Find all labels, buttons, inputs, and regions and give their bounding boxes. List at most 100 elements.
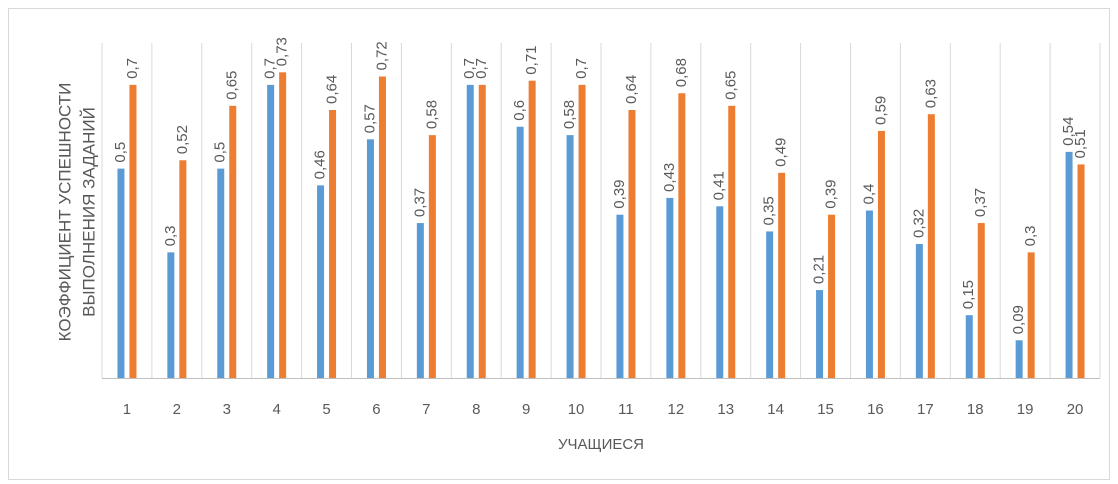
data-label: 0,72 — [373, 41, 390, 70]
bar — [466, 84, 474, 378]
bar — [778, 172, 786, 378]
bar — [428, 135, 436, 378]
bar — [279, 72, 287, 378]
data-label: 0,46 — [312, 150, 329, 179]
data-label: 0,73 — [274, 37, 291, 66]
x-tick-label: 11 — [618, 401, 634, 418]
bar — [877, 130, 885, 378]
bar — [628, 110, 636, 378]
x-tick-label: 6 — [372, 401, 380, 418]
data-label: 0,51 — [1072, 129, 1089, 158]
x-axis-label: УЧАЩИЕСЯ — [558, 436, 644, 453]
data-label: 0,64 — [623, 75, 640, 104]
data-label: 0,3 — [162, 226, 179, 247]
x-tick-label: 17 — [917, 401, 934, 418]
bar — [329, 110, 337, 378]
x-tick-label: 14 — [767, 401, 784, 418]
data-label: 0,59 — [872, 96, 889, 125]
data-label: 0,68 — [673, 58, 690, 87]
x-tick-label: 20 — [1067, 401, 1084, 418]
data-label: 0,57 — [361, 104, 378, 133]
data-label: 0,71 — [523, 45, 540, 74]
bar — [516, 126, 524, 378]
bar — [129, 84, 137, 378]
bar — [1065, 151, 1073, 378]
data-label: 0,37 — [972, 188, 989, 217]
bar — [616, 214, 624, 378]
x-tick-label: 1 — [123, 401, 131, 418]
bar — [416, 223, 424, 378]
bar — [927, 114, 935, 378]
x-tick-label: 8 — [472, 401, 480, 418]
bar — [366, 139, 374, 378]
data-label: 0,65 — [723, 71, 740, 100]
x-tick-label: 10 — [568, 401, 585, 418]
bar — [716, 206, 724, 378]
bar — [117, 168, 125, 378]
bar — [828, 214, 836, 378]
bar — [1015, 340, 1023, 378]
data-label: 0,7 — [124, 58, 141, 79]
bar — [977, 223, 985, 378]
bar — [179, 160, 187, 378]
bar — [578, 84, 586, 378]
bar — [378, 76, 386, 378]
data-label: 0,65 — [224, 71, 241, 100]
bar — [678, 93, 686, 378]
x-tick-label: 7 — [422, 401, 430, 418]
data-label: 0,63 — [922, 79, 939, 108]
bar — [217, 168, 225, 378]
y-axis-label: ВЫПОЛНЕНИЯ ЗАДАНИЙ — [79, 107, 98, 317]
y-axis-label: КОЭФФИЦИЕНТ УСПЕШНОСТИ — [55, 83, 74, 342]
bar — [267, 84, 275, 378]
x-tick-label: 2 — [173, 401, 181, 418]
bar — [478, 84, 486, 378]
data-label: 0,35 — [761, 196, 778, 225]
data-label: 0,5 — [112, 142, 129, 163]
data-label: 0,54 — [1060, 117, 1077, 146]
x-tick-label: 16 — [867, 401, 884, 418]
data-label: 0,32 — [910, 209, 927, 238]
data-label: 0,7 — [473, 58, 490, 79]
data-label: 0,7 — [461, 58, 478, 79]
bar — [1077, 164, 1085, 378]
x-tick-label: 9 — [522, 401, 530, 418]
bar — [816, 290, 824, 378]
bar — [317, 185, 325, 378]
data-label: 0,09 — [1010, 305, 1027, 334]
bar — [566, 135, 574, 378]
data-label: 0,52 — [174, 125, 191, 154]
data-label: 0,41 — [711, 171, 728, 200]
x-tick-label: 18 — [967, 401, 984, 418]
bar — [1027, 252, 1035, 378]
data-label: 0,4 — [860, 184, 877, 205]
data-label: 0,43 — [661, 163, 678, 192]
data-label: 0,7 — [573, 58, 590, 79]
x-tick-label: 12 — [668, 401, 685, 418]
bar — [728, 105, 736, 378]
data-label: 0,39 — [823, 179, 840, 208]
x-tick-label: 13 — [717, 401, 734, 418]
data-label: 0,7 — [262, 58, 279, 79]
x-tick-label: 19 — [1017, 401, 1034, 418]
bar — [229, 105, 237, 378]
data-label: 0,64 — [324, 75, 341, 104]
chart-border — [8, 8, 1110, 480]
data-label: 0,58 — [561, 100, 578, 129]
bar — [666, 197, 674, 378]
data-label: 0,21 — [811, 255, 828, 284]
x-tick-label: 5 — [322, 401, 330, 418]
data-label: 0,5 — [212, 142, 229, 163]
data-label: 0,6 — [511, 100, 528, 121]
data-label: 0,3 — [1022, 226, 1039, 247]
data-label: 0,39 — [611, 179, 628, 208]
data-label: 0,15 — [960, 280, 977, 309]
bar — [915, 244, 923, 378]
bar — [766, 231, 774, 378]
data-label: 0,58 — [423, 100, 440, 129]
data-label: 0,49 — [773, 138, 790, 167]
bar — [865, 210, 873, 378]
x-tick-label: 15 — [817, 401, 834, 418]
x-tick-label: 3 — [223, 401, 231, 418]
